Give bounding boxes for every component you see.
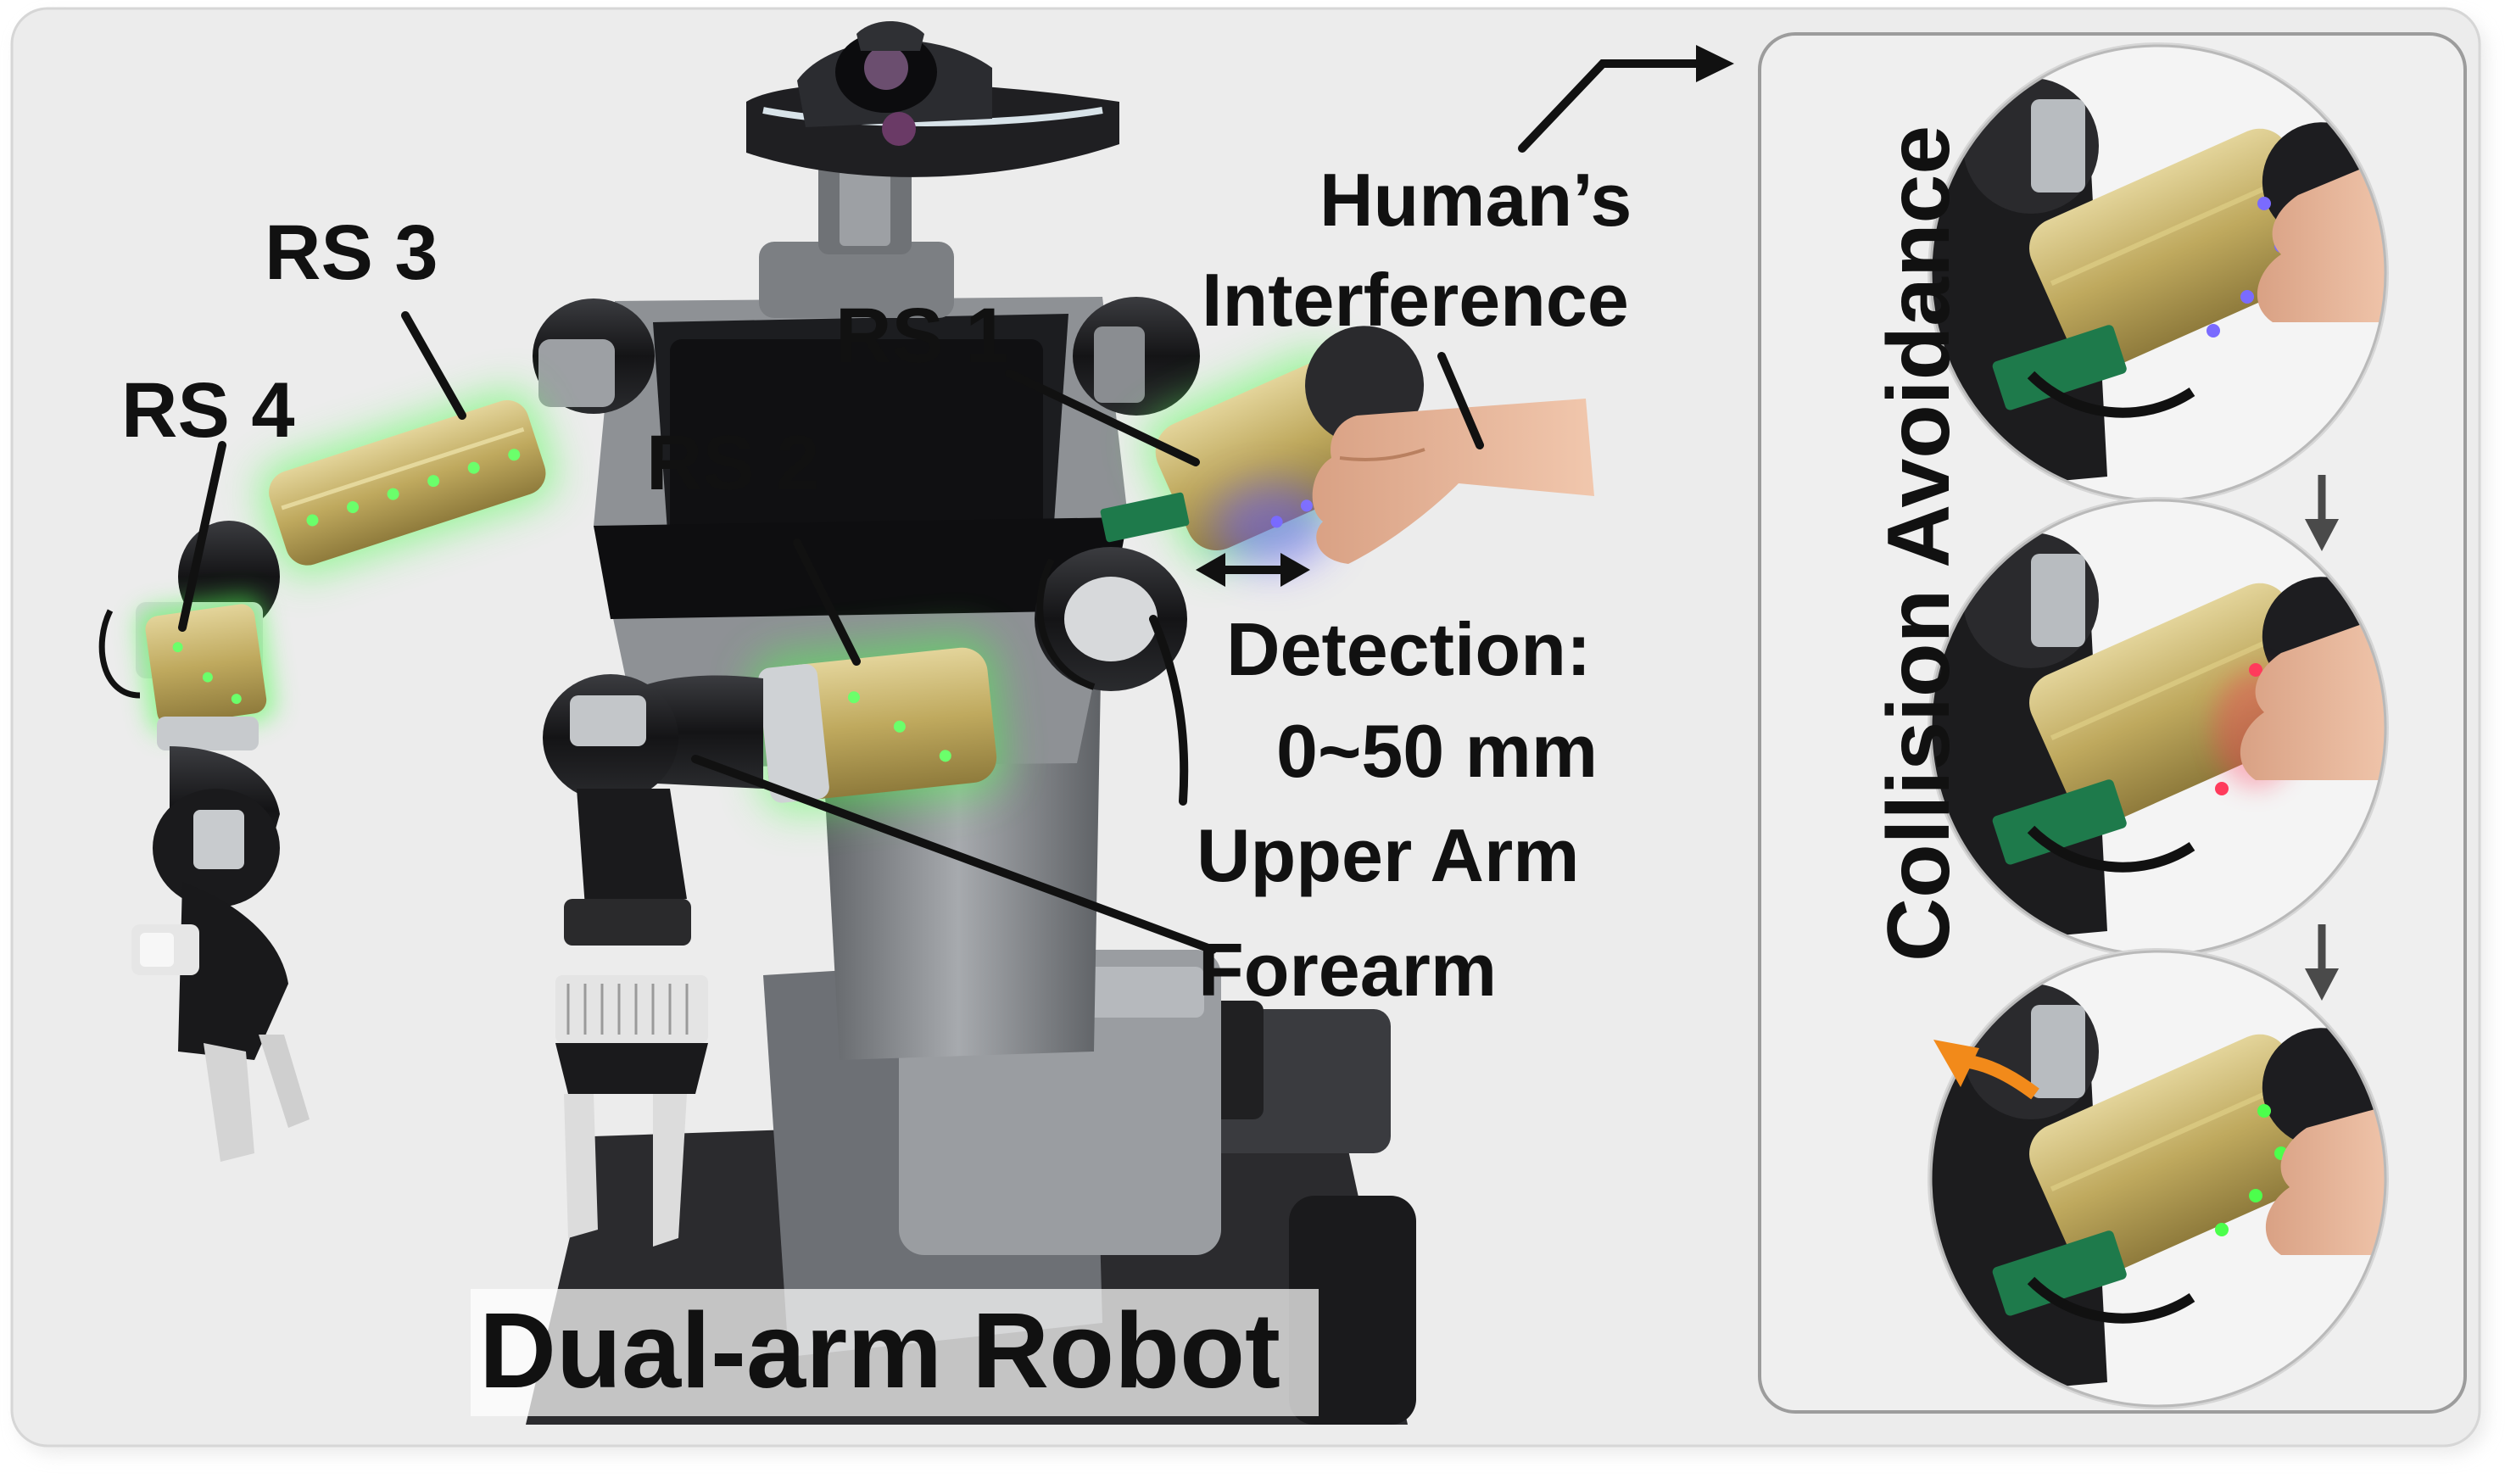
rs4-leader-line <box>178 441 226 632</box>
detection-label-line1: Detection: <box>1226 607 1592 691</box>
upper-arm-leader-line <box>1149 615 1189 806</box>
collision-avoidance-panel <box>1758 32 2467 1414</box>
rs3-leader-line <box>401 311 466 420</box>
humans-interference-label-line1: Human’s <box>1319 158 1632 242</box>
avoidance-step-1-photo <box>1928 42 2389 504</box>
upper-arm-label: Upper Arm <box>1197 813 1580 897</box>
avoidance-step-3-photo <box>1928 948 2389 1409</box>
rs1-leader-line <box>1005 369 1200 466</box>
humans-interference-label-line2: Interference <box>1202 258 1629 342</box>
rs4-label: RS 4 <box>121 367 295 454</box>
rs3-label: RS 3 <box>265 209 438 296</box>
detection-label-line2: 0~50 mm <box>1276 709 1598 793</box>
detection-arrowhead-left <box>1196 553 1225 587</box>
to-panel-arrow-line <box>1518 59 1709 153</box>
title-backdrop <box>471 1289 1319 1416</box>
rs1-label: RS 1 <box>835 293 1009 379</box>
forearm-leader-line <box>691 755 1217 954</box>
interference-leader-line <box>1437 352 1484 449</box>
rs2-label: RS 2 <box>646 420 820 506</box>
avoidance-step-2-photo <box>1928 497 2389 958</box>
figure-title: Dual-arm Robot <box>479 1291 1280 1410</box>
collision-avoidance-title-text: Collision Avoidance <box>1870 125 1968 962</box>
forearm-label: Forearm <box>1198 928 1498 1012</box>
rs2-leader-line <box>793 538 861 666</box>
to-panel-arrowhead <box>1696 45 1734 82</box>
robot-illustration <box>98 21 1594 1425</box>
detection-arrowhead-right <box>1280 553 1310 587</box>
